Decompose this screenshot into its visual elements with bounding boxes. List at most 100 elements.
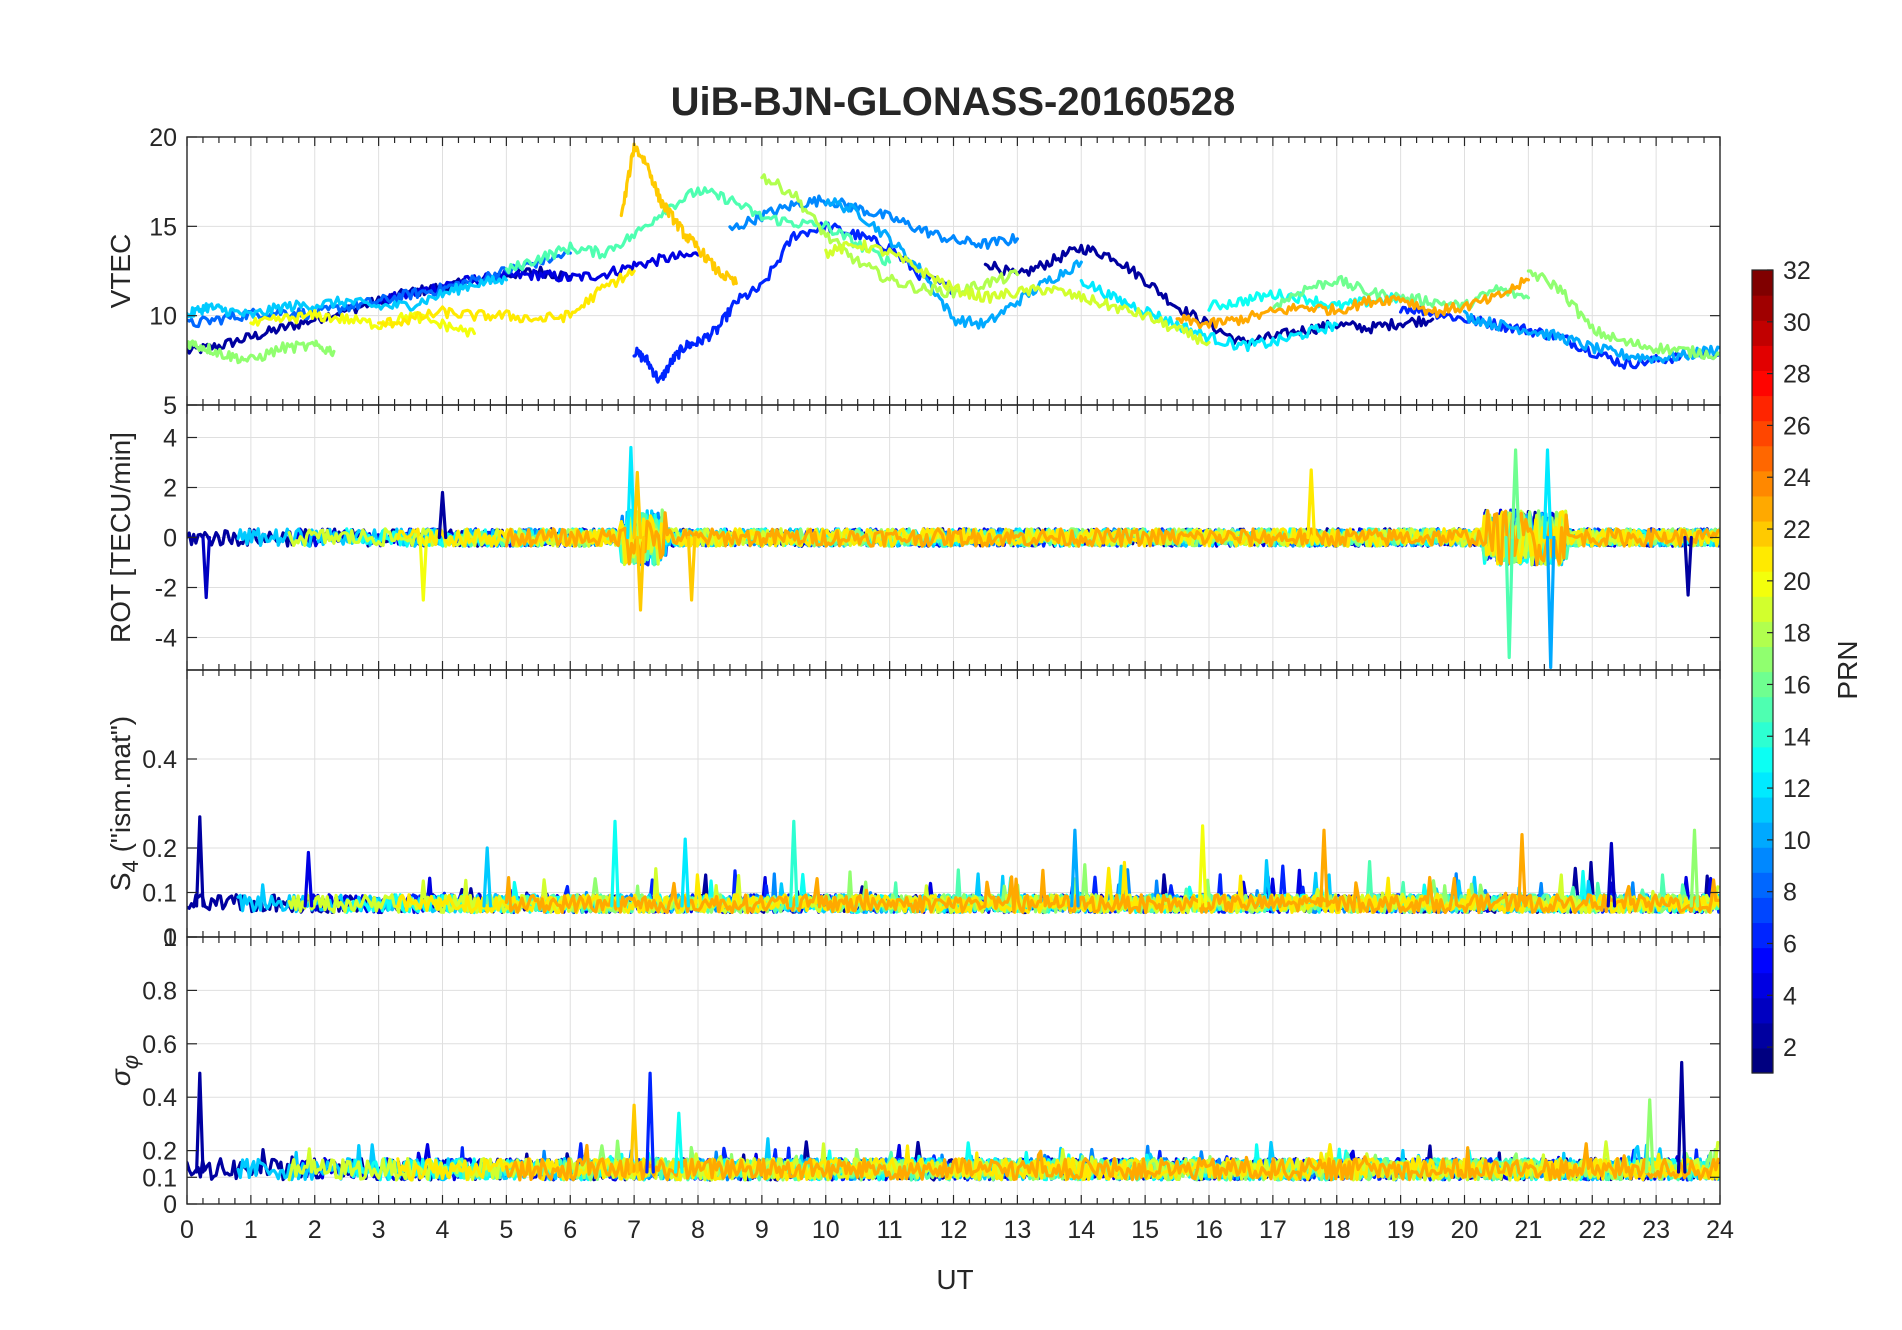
- vtec-series-prn-23: [1175, 276, 1530, 330]
- sigma-spike-prn-2: [1676, 1060, 1687, 1174]
- x-tick-label: 15: [1131, 1216, 1159, 1244]
- colorbar-segment: [1752, 295, 1773, 321]
- vtec-series-prn-18: [760, 173, 1019, 299]
- x-tick-label: 8: [691, 1216, 705, 1244]
- rot-spike-prn-22: [635, 535, 646, 612]
- s4-spike-prn-23: [1319, 828, 1329, 908]
- rot-spike-prn-20: [418, 535, 429, 602]
- x-tick-label: 11: [877, 1216, 903, 1244]
- colorbar-segment: [1752, 922, 1773, 949]
- x-tick-label: 14: [1067, 1216, 1095, 1244]
- colorbar-segment: [1752, 696, 1773, 723]
- colorbar-segment: [1752, 445, 1773, 472]
- plot-area-s4: [187, 815, 1720, 915]
- colorbar-tick-label: 26: [1783, 412, 1811, 440]
- colorbar-segment: [1752, 997, 1773, 1024]
- colorbar-segment: [1752, 897, 1773, 924]
- colorbar-segment: [1752, 596, 1773, 622]
- colorbar-tick-label: 8: [1783, 879, 1797, 907]
- y-tick-label: 0: [163, 1191, 177, 1219]
- colorbar-segment: [1752, 395, 1773, 422]
- colorbar-segment: [1752, 495, 1773, 522]
- colorbar-tick-label: 12: [1783, 775, 1811, 803]
- plot-area-sigma: [187, 1060, 1720, 1182]
- colorbar-segment: [1752, 520, 1773, 547]
- rot-spike-prn-22: [686, 535, 697, 602]
- y-tick-label: 0.1: [142, 1164, 177, 1192]
- vtec-series-prn-2: [187, 265, 572, 355]
- y-axis-label-sigma: σφ: [105, 1055, 143, 1086]
- y-tick-label: 0.6: [142, 1031, 177, 1059]
- colorbar-tick-label: 20: [1783, 568, 1811, 596]
- rot-spike-prn-12: [1542, 448, 1553, 540]
- y-tick-label: 10: [149, 303, 177, 331]
- vtec-series-prn-21: [377, 268, 636, 329]
- rot-spike-prn-10: [1545, 535, 1556, 670]
- colorbar-segment: [1752, 470, 1773, 497]
- colorbar-segment: [1752, 771, 1773, 798]
- panel-rot: -4 -2 0 2 4 ROT [TECU/min]: [105, 404, 1721, 671]
- x-tick-labels: 0 1 2 3 4 5 6 7 8 9 10 11 12 13 14 15 16 17 18 19 20 21 22 23 24: [180, 1216, 1734, 1244]
- y-tick-label: -2: [155, 575, 177, 603]
- x-tick-label: 7: [627, 1216, 641, 1244]
- colorbar-segment: [1752, 721, 1773, 748]
- vtec-series-prn-17: [1526, 269, 1720, 361]
- y-tick-label: 20: [149, 124, 177, 152]
- s4-spike-prn-3: [1606, 841, 1617, 908]
- y-tick-label: 0.8: [142, 977, 177, 1005]
- colorbar-segment: [1752, 345, 1773, 371]
- x-tick-label: 9: [755, 1216, 769, 1244]
- sigma-spike-prn-17: [1644, 1098, 1655, 1174]
- colorbar-segment: [1752, 1022, 1773, 1049]
- y-tick-label: 0.2: [142, 835, 177, 863]
- sigma-trace-prn-23: [504, 1142, 1720, 1182]
- panel-s4: 0 0.1 0.2 0.4S4 ("ism.mat"): [105, 669, 1721, 952]
- y-tick-label: 0.1: [142, 880, 177, 908]
- rot-spike-prn-2: [1683, 535, 1693, 597]
- y-tick-label: 2: [163, 475, 177, 503]
- s4-spike-prn-13: [610, 819, 620, 908]
- s4-spike-prn-20: [1197, 824, 1208, 908]
- x-tick-label: 18: [1323, 1216, 1351, 1244]
- y-tick-label: 4: [163, 425, 177, 453]
- y-tick-label: -4: [155, 625, 177, 653]
- y-tick-label: 0: [163, 525, 177, 553]
- vtec-series-prn-13: [1207, 288, 1403, 312]
- x-tick-label: 23: [1642, 1216, 1670, 1244]
- x-tick-label: 19: [1387, 1216, 1415, 1244]
- colorbar-segment: [1752, 621, 1773, 648]
- colorbar-segment: [1752, 872, 1773, 898]
- x-axis-label: UT: [936, 1264, 973, 1295]
- plot-area-rot: [187, 445, 1720, 670]
- vtec-series-prn-22: [619, 142, 738, 286]
- panel-vtec: 5 10 15 20 VTEC: [105, 124, 1721, 420]
- x-tick-label: 24: [1706, 1216, 1734, 1244]
- colorbar-tick-label: 4: [1783, 982, 1797, 1010]
- x-tick-label: 16: [1195, 1216, 1223, 1244]
- colorbar-tick-label: 18: [1783, 620, 1811, 648]
- x-tick-label: 4: [436, 1216, 450, 1244]
- y-tick-label: 5: [163, 392, 177, 420]
- vtec-series-prn-9: [728, 194, 1019, 250]
- x-tick-label: 6: [563, 1216, 577, 1244]
- colorbar-segment: [1752, 796, 1773, 823]
- x-tick-label: 21: [1514, 1216, 1542, 1244]
- sigma-spike-prn-13: [674, 1111, 684, 1174]
- colorbar-tick-label: 6: [1783, 930, 1797, 958]
- colorbar-tick-label: 16: [1783, 671, 1811, 699]
- colorbar-segment: [1752, 847, 1773, 873]
- y-axis-label-rot: ROT [TECU/min]: [105, 432, 136, 643]
- colorbar-segment: [1752, 370, 1773, 397]
- x-tick-label: 5: [499, 1216, 513, 1244]
- colorbar-segment: [1752, 947, 1773, 974]
- y-axis-label-s4: S4 ("ism.mat"): [105, 716, 143, 891]
- colorbar-segment: [1752, 270, 1773, 296]
- colorbar-tick-label: 28: [1783, 361, 1811, 389]
- x-tick-label: 3: [372, 1216, 386, 1244]
- x-tick-label: 20: [1451, 1216, 1479, 1244]
- sigma-spike-prn-6: [645, 1071, 655, 1174]
